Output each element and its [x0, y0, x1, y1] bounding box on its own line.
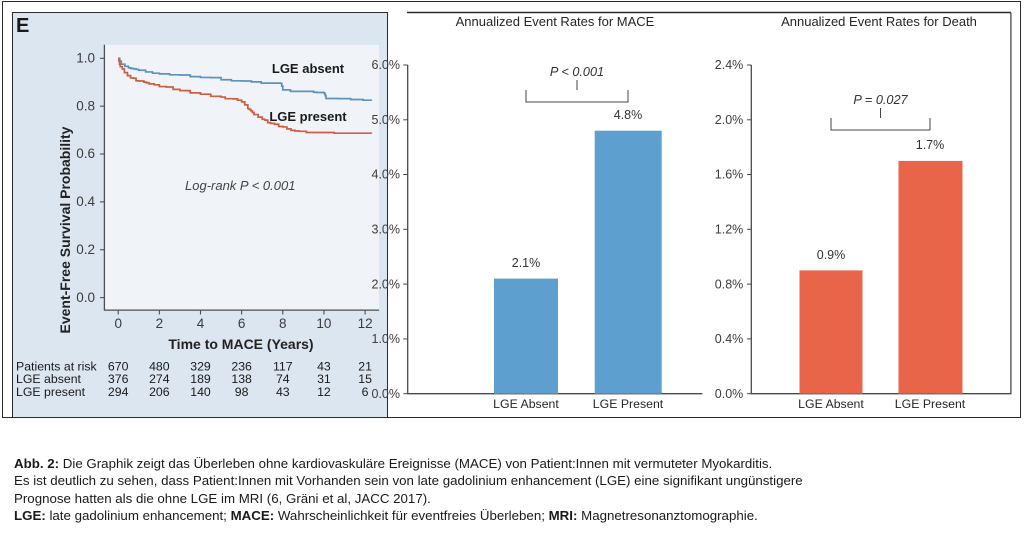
svg-text:0.9%: 0.9%	[817, 248, 846, 262]
svg-text:LGE Absent: LGE Absent	[493, 397, 559, 411]
svg-text:4.8%: 4.8%	[614, 108, 643, 122]
svg-text:2.4%: 2.4%	[715, 58, 744, 72]
svg-text:1.6%: 1.6%	[715, 168, 744, 182]
svg-text:Annualized Event Rates for MAC: Annualized Event Rates for MACE	[456, 14, 655, 29]
svg-text:P = 0.027: P = 0.027	[853, 93, 908, 107]
svg-text:P < 0.001: P < 0.001	[550, 65, 604, 79]
svg-text:1.7%: 1.7%	[916, 138, 945, 152]
svg-text:2.0%: 2.0%	[372, 277, 401, 291]
svg-text:0.8%: 0.8%	[715, 277, 744, 291]
svg-text:0.0%: 0.0%	[372, 387, 401, 401]
svg-text:0.0%: 0.0%	[715, 387, 744, 401]
svg-text:Annualized Event Rates for Dea: Annualized Event Rates for Death	[781, 14, 977, 29]
svg-text:6.0%: 6.0%	[372, 58, 401, 72]
svg-text:1.2%: 1.2%	[715, 223, 744, 237]
svg-text:1.0%: 1.0%	[372, 332, 401, 346]
svg-text:5.0%: 5.0%	[372, 113, 401, 127]
svg-text:LGE Present: LGE Present	[593, 397, 664, 411]
svg-text:LGE Present: LGE Present	[895, 397, 966, 411]
svg-text:LGE Absent: LGE Absent	[798, 397, 864, 411]
svg-text:3.0%: 3.0%	[372, 223, 401, 237]
svg-text:4.0%: 4.0%	[372, 168, 401, 182]
svg-text:2.0%: 2.0%	[715, 113, 744, 127]
svg-text:2.1%: 2.1%	[512, 256, 541, 270]
svg-text:0.4%: 0.4%	[715, 332, 744, 346]
